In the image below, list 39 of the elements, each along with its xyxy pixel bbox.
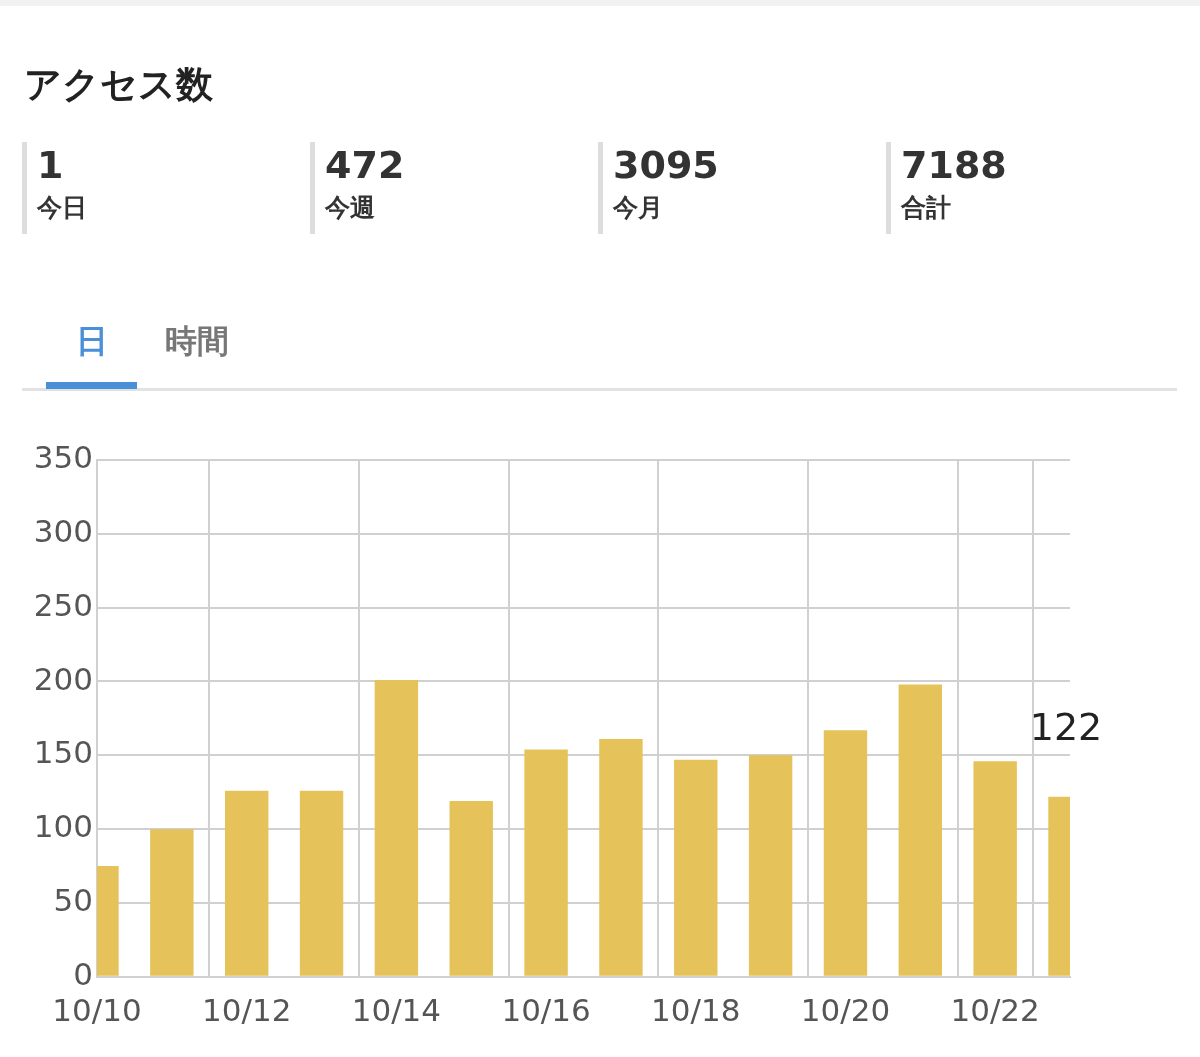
text: 3095 — [613, 142, 719, 188]
y-tick-label: 100 — [33, 808, 93, 845]
text: 合計 — [901, 192, 952, 224]
text: 472 — [325, 142, 405, 188]
y-tick-label: 150 — [33, 734, 93, 771]
text: 今月 — [613, 192, 664, 224]
bar — [524, 749, 568, 976]
bar — [299, 790, 344, 976]
x-tick-label: 10/14 — [351, 992, 442, 1029]
bar — [374, 680, 419, 976]
x-tick-label: 10/16 — [501, 992, 591, 1029]
bar — [674, 759, 718, 976]
y-tick-label: 200 — [33, 660, 93, 697]
bar — [150, 829, 194, 976]
text: 1 — [37, 142, 65, 188]
x-tick-label: 10/12 — [202, 992, 292, 1029]
text: 日 — [46, 318, 137, 389]
bar — [748, 755, 793, 976]
y-tick-label: 350 — [33, 439, 93, 476]
text: 時間 — [164, 321, 230, 362]
data-label: 122 — [1029, 704, 1103, 749]
x-tick-label: 10/22 — [950, 992, 1040, 1029]
text: 今日 — [37, 192, 87, 224]
y-tick-label: 250 — [33, 586, 93, 623]
bar — [973, 761, 1017, 976]
x-tick-label: 10/18 — [651, 992, 741, 1029]
bar — [224, 790, 269, 976]
text: 今週 — [325, 192, 376, 224]
bar — [823, 730, 868, 976]
bar — [449, 801, 493, 976]
chart-title: アクセス数 — [24, 62, 213, 108]
x-tick-label: 10/10 — [52, 992, 142, 1029]
x-tick-label: 10/20 — [800, 992, 891, 1029]
y-tick-label: 50 — [53, 882, 93, 919]
text: 7188 — [901, 142, 1007, 188]
bar — [599, 739, 643, 976]
y-tick-label: 300 — [33, 512, 93, 549]
bar — [898, 684, 943, 976]
y-tick-label: 0 — [73, 955, 93, 992]
